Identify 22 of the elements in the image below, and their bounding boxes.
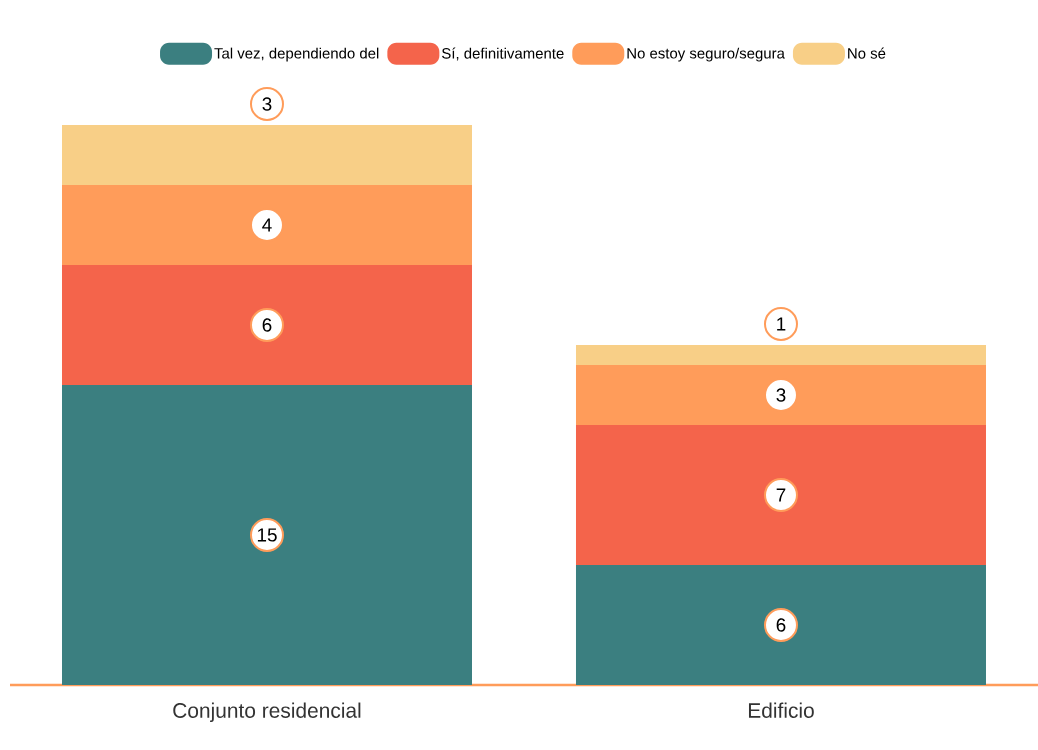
bar xyxy=(62,124,472,185)
data-label: 3 xyxy=(776,388,786,402)
data-label: 6 xyxy=(776,618,786,632)
bar xyxy=(575,565,986,685)
bar xyxy=(62,184,472,265)
bar xyxy=(62,385,472,685)
data-label: 3 xyxy=(262,97,272,111)
legend-label: No sé xyxy=(848,47,886,59)
bar xyxy=(575,365,986,425)
data-label: 6 xyxy=(262,318,272,332)
legend-label: No estoy seguro/segura xyxy=(627,47,785,62)
x-tick-label: Edificio xyxy=(748,702,814,718)
data-label: 1 xyxy=(777,317,786,331)
x-tick-label: Conjunto residencial xyxy=(173,702,361,723)
data-label: 7 xyxy=(776,488,786,502)
legend-label: Sí, definitivamente xyxy=(442,47,564,61)
data-label: 4 xyxy=(262,218,272,232)
bar xyxy=(575,425,986,565)
legend-label: Tal vez, dependiendo del xyxy=(214,47,379,62)
bar xyxy=(575,345,986,365)
data-label: 15 xyxy=(257,528,277,542)
bar xyxy=(62,264,472,385)
